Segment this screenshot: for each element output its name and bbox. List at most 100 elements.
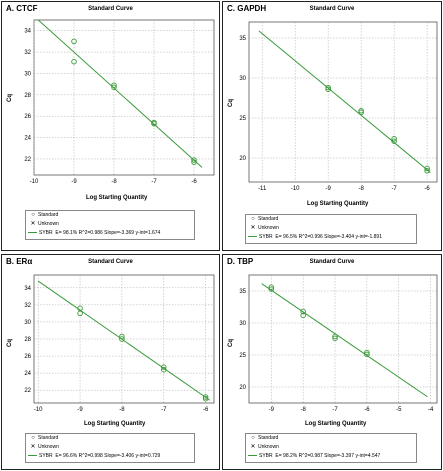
x-tick-label: -5 bbox=[396, 407, 402, 413]
circle-icon: ○ bbox=[251, 216, 255, 222]
panel-label: A. CTCF bbox=[6, 4, 38, 13]
x-tick-label: -4 bbox=[428, 407, 434, 413]
legend-standard: ○ Standard bbox=[248, 216, 278, 222]
legend-unknown: ✕ Unknown bbox=[248, 224, 278, 231]
data-point bbox=[300, 312, 306, 319]
chart-ctcf: 22 24 26 28 30 32 34 -10 -9 -8 -7 -6 bbox=[24, 19, 215, 185]
data-point bbox=[161, 366, 167, 373]
data-point bbox=[268, 284, 275, 290]
panel-label: C. GAPDH bbox=[227, 4, 267, 13]
y-tick-label: 28 bbox=[24, 337, 31, 343]
y-tick-label: 24 bbox=[24, 136, 31, 142]
fit-line-icon bbox=[28, 232, 37, 234]
panel-label: B. ERα bbox=[6, 257, 33, 266]
data-point bbox=[391, 138, 397, 144]
chart-title: Standard Curve bbox=[88, 6, 133, 12]
y-tick-label: 25 bbox=[239, 353, 246, 359]
panel-label: D. TBP bbox=[227, 257, 254, 266]
x-tick-label: -8 bbox=[300, 407, 306, 413]
panel-gapdh: 20 25 30 35 -11 -10 -9 -8 -7 -6 C. GAPDH Standard… bbox=[222, 1, 442, 251]
data-point bbox=[358, 108, 364, 114]
legend-unknown: ✕ Unknown bbox=[248, 443, 278, 450]
data-point bbox=[325, 84, 331, 91]
data-point bbox=[191, 159, 197, 165]
data-point bbox=[77, 305, 83, 312]
y-axis-label: Cq bbox=[228, 99, 234, 107]
y-tick-label: 28 bbox=[24, 93, 31, 99]
data-point bbox=[358, 109, 364, 116]
data-point bbox=[325, 86, 331, 92]
data-point bbox=[119, 333, 125, 340]
x-axis-label: Log Starting Quantity bbox=[307, 201, 369, 207]
chart-gapdh: 20 25 30 35 -11 -10 -9 -8 -7 -6 bbox=[239, 21, 438, 192]
y-axis-label: Cq bbox=[7, 339, 13, 347]
y-tick-label: 35 bbox=[239, 36, 246, 42]
data-point bbox=[77, 310, 83, 317]
fit-line bbox=[258, 30, 431, 173]
panel-era: 22 24 26 28 30 32 34 -10 -9 -8 -7 -6 B. ERα Standar… bbox=[1, 254, 220, 470]
data-point bbox=[300, 308, 306, 315]
chart-title: Standard Curve bbox=[309, 259, 355, 265]
data-point bbox=[424, 165, 430, 172]
chart-title: Standard Curve bbox=[309, 6, 355, 12]
data-point bbox=[119, 336, 125, 342]
data-point bbox=[332, 335, 338, 342]
y-tick-label: 34 bbox=[24, 286, 31, 292]
x-axis-label: Log Starting Quantity bbox=[305, 421, 367, 427]
legend: ○ Standard ✕ Unknown SYBR E= 96.5% R^2=0.9… bbox=[245, 214, 417, 244]
x-tick-label: -10 bbox=[30, 179, 39, 185]
legend-standard: ○ Standard bbox=[28, 435, 58, 441]
y-tick-label: 26 bbox=[24, 114, 31, 120]
data-point bbox=[71, 58, 77, 65]
y-tick-label: 30 bbox=[24, 320, 31, 326]
fit-line-icon bbox=[28, 455, 37, 457]
legend-standard: ○ Standard bbox=[28, 212, 58, 218]
data-point bbox=[268, 286, 275, 292]
circle-icon: ○ bbox=[31, 212, 35, 218]
fit-line bbox=[37, 19, 203, 168]
y-axis-label: Cq bbox=[7, 94, 13, 102]
data-point bbox=[424, 168, 430, 174]
data-point bbox=[364, 351, 370, 358]
x-tick-label: -6 bbox=[364, 407, 370, 413]
data-point bbox=[202, 395, 209, 402]
x-axis-label: Log Starting Quantity bbox=[86, 195, 148, 201]
fit-line-icon bbox=[248, 236, 257, 238]
data-point bbox=[191, 157, 197, 163]
panel-tbp: 20 25 30 35 -9 -8 -7 -6 -5 -4 D. TBP Standard Cur… bbox=[222, 254, 442, 470]
y-tick-label: 35 bbox=[239, 289, 246, 295]
y-tick-label: 22 bbox=[24, 388, 31, 394]
y-tick-label: 22 bbox=[24, 157, 31, 163]
data-point bbox=[202, 394, 209, 400]
y-tick-label: 34 bbox=[24, 29, 31, 35]
legend-fit: SYBR E= 96.6% R^2=0.998 Slope=-3.406 y-i… bbox=[28, 453, 160, 459]
legend-fit: SYBR E= 98.1% R^2=0.986 Slope=-3.369 y-i… bbox=[28, 230, 160, 236]
x-tick-label: -8 bbox=[358, 186, 364, 192]
y-tick-label: 26 bbox=[24, 354, 31, 360]
x-mark-icon: ✕ bbox=[250, 444, 256, 450]
y-tick-label: 25 bbox=[239, 116, 246, 122]
x-mark-icon: ✕ bbox=[30, 444, 36, 450]
x-mark-icon: ✕ bbox=[250, 225, 256, 231]
x-tick-label: -6 bbox=[424, 186, 430, 192]
x-tick-label: -10 bbox=[34, 407, 43, 413]
legend-standard: ○ Standard bbox=[248, 435, 278, 441]
legend-unknown: ✕ Unknown bbox=[28, 220, 58, 227]
x-tick-label: -9 bbox=[77, 407, 83, 413]
x-tick-label: -11 bbox=[258, 186, 267, 192]
legend: ○ Standard ✕ Unknown SYBR E= 98.1% R^2=0.9… bbox=[25, 210, 195, 240]
data-point bbox=[161, 364, 167, 370]
x-tick-label: -10 bbox=[291, 186, 300, 192]
y-tick-label: 30 bbox=[239, 321, 246, 327]
x-mark-icon: ✕ bbox=[30, 221, 36, 227]
chart-era: 22 24 26 28 30 32 34 -10 -9 -8 -7 -6 bbox=[24, 274, 215, 413]
y-tick-label: 20 bbox=[239, 156, 246, 162]
legend-fit: SYBR E= 98.2% R^2=0.987 Slope=-3.397 y-i… bbox=[248, 453, 380, 459]
data-point bbox=[111, 82, 117, 88]
legend: ○ Standard ✕ Unknown SYBR E= 96.6% R^2=0.9… bbox=[25, 433, 195, 463]
chart-tbp: 20 25 30 35 -9 -8 -7 -6 -5 -4 bbox=[239, 274, 438, 413]
x-tick-label: -7 bbox=[151, 179, 157, 185]
data-point bbox=[364, 349, 370, 356]
x-tick-label: -6 bbox=[191, 179, 197, 185]
y-tick-label: 32 bbox=[24, 303, 31, 309]
